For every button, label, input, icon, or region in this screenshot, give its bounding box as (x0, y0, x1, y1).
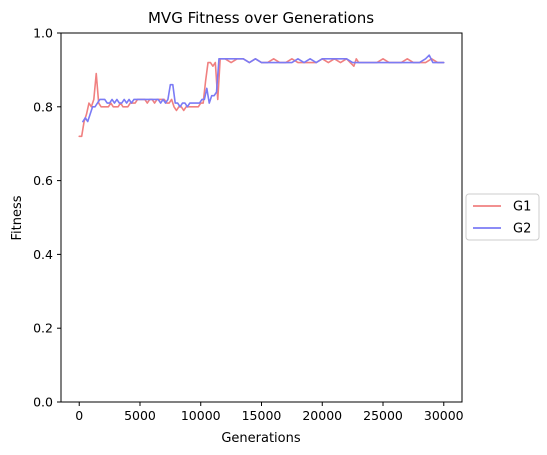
x-tick-label: 0 (75, 408, 83, 423)
x-tick-label: 25000 (363, 408, 403, 423)
y-tick-label: 0.6 (33, 173, 53, 188)
legend-label-g1: G1 (513, 200, 531, 215)
y-tick-label: 0.8 (33, 99, 53, 114)
x-tick-label: 10000 (181, 408, 221, 423)
series-line-g1 (78, 58, 445, 138)
y-tick-label: 1.0 (33, 26, 53, 41)
y-axis-label: Fitness (10, 195, 25, 240)
legend-label-g2: G2 (513, 222, 531, 237)
y-tick-label: 0.4 (33, 247, 53, 262)
plot-area (78, 54, 445, 138)
x-axis-label: Generations (221, 431, 301, 446)
x-tick-label: 30000 (424, 408, 464, 423)
x-tick-label: 15000 (242, 408, 282, 423)
chart-title: MVG Fitness over Generations (148, 9, 374, 27)
x-tick-label: 20000 (302, 408, 342, 423)
axes: 0 5000 10000 15000 20000 25000 30000 0.0 0.2 0.4 0… (33, 26, 464, 424)
y-tick-label: 0.0 (33, 395, 53, 410)
series-line-g2 (82, 54, 445, 123)
x-tick-label: 5000 (124, 408, 156, 423)
plot-frame (60, 32, 463, 403)
y-tick-label: 0.2 (33, 321, 53, 336)
